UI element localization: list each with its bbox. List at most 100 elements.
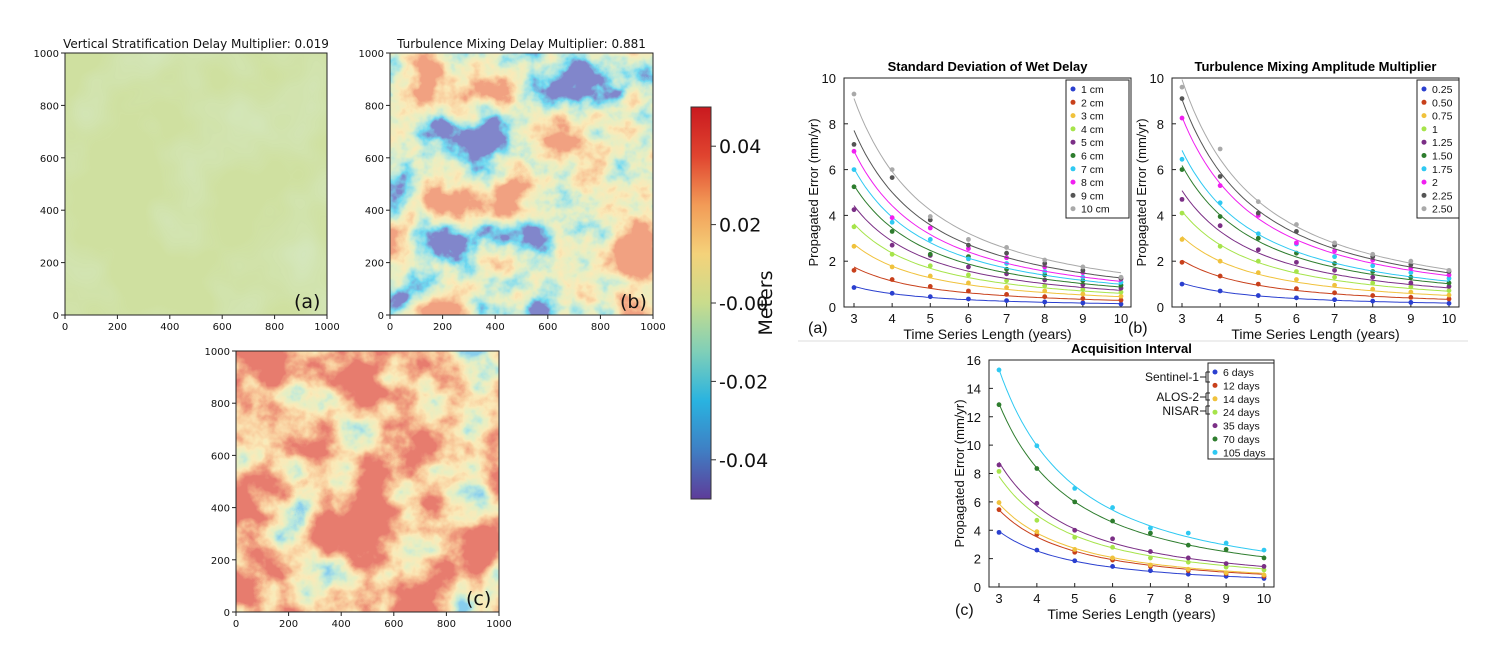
y-tick-label: 16 <box>967 353 981 368</box>
data-point <box>889 215 895 221</box>
data-point <box>851 207 857 213</box>
chart-panel: Turbulence Mixing Amplitude Multiplier 3 4… <box>1128 59 1460 342</box>
data-point <box>1294 222 1299 227</box>
data-point <box>1261 572 1267 578</box>
y-tick-label: 10 <box>1150 71 1164 86</box>
y-axis-label: Propagated Error (mm/yr) <box>1134 118 1149 266</box>
data-point <box>1148 562 1153 568</box>
x-tick-label: 3 <box>995 591 1002 606</box>
mission-bracket <box>1200 371 1210 383</box>
y-tick-label: 0 <box>974 580 981 595</box>
map-x-tick-label: 400 <box>160 322 179 333</box>
map-y-tick-label: 800 <box>40 101 59 112</box>
data-point <box>1179 167 1185 173</box>
legend-marker <box>1070 166 1076 172</box>
chart-panel: Standard Deviation of Wet Delay 3 4 5 6 7 8 9 10… <box>806 59 1132 342</box>
data-point <box>1034 443 1040 449</box>
data-point <box>966 246 971 252</box>
legend-box <box>1207 362 1275 460</box>
fit-curve <box>1181 79 1450 271</box>
colorbar: 0.04 0.02 -0.00 -0.02 -0.04 Meters <box>690 106 777 500</box>
legend-entry: 8 cm <box>1081 177 1104 189</box>
data-point <box>1217 174 1223 179</box>
data-point <box>1110 518 1115 524</box>
colorbar-tick-label: -0.04 <box>719 450 768 472</box>
data-point <box>851 243 857 249</box>
legend-marker <box>1070 179 1076 185</box>
data-point <box>1072 547 1078 552</box>
y-tick-label: 8 <box>974 467 981 482</box>
legend-marker <box>1070 192 1076 198</box>
data-point <box>1179 237 1185 242</box>
data-point <box>1148 555 1153 561</box>
legend-marker <box>1070 99 1076 105</box>
mission-label: Sentinel-1 <box>1145 370 1199 384</box>
data-point <box>1446 296 1452 302</box>
data-point <box>889 264 895 270</box>
map-y-tick-label: 600 <box>40 154 59 165</box>
legend-box <box>1065 79 1130 219</box>
legend-marker <box>1421 139 1427 145</box>
map-x-tick-label: 1000 <box>640 322 665 333</box>
map-x-tick-label: 800 <box>265 322 284 333</box>
data-point <box>1080 267 1086 273</box>
y-tick-label: 4 <box>829 208 836 223</box>
map-panel: (c) 0 200 400 600 800 1000 0 200 400 600 800 1000 <box>205 347 512 630</box>
y-tick-label: 2 <box>974 552 981 567</box>
data-point <box>1004 278 1009 284</box>
data-point <box>1332 267 1337 273</box>
data-point <box>1185 571 1191 577</box>
map-y-tick-label: 600 <box>211 451 230 462</box>
data-point <box>1294 295 1299 301</box>
data-point <box>927 217 933 223</box>
data-point <box>1148 530 1153 536</box>
data-point <box>1179 156 1185 162</box>
fit-curve <box>853 243 1122 298</box>
data-point <box>851 184 857 190</box>
legend-marker <box>1421 179 1427 185</box>
x-tick-label: 6 <box>1109 591 1116 606</box>
legend-marker <box>1212 449 1218 455</box>
data-point <box>1370 263 1376 269</box>
data-point <box>1110 555 1115 561</box>
legend-entry: 2.50 <box>1432 204 1453 216</box>
data-point <box>1255 210 1261 216</box>
data-point <box>1080 286 1086 292</box>
map-x-tick-label: 600 <box>384 619 403 630</box>
legend-entry: 1 cm <box>1081 84 1104 96</box>
data-point <box>1185 555 1191 561</box>
data-point <box>1370 251 1376 257</box>
fit-curve <box>853 98 1122 274</box>
legend-entry: 0.25 <box>1432 84 1453 96</box>
legend-marker <box>1421 126 1427 132</box>
x-tick-label: 6 <box>965 311 972 326</box>
data-point <box>927 263 933 269</box>
data-point <box>1223 547 1229 552</box>
data-point <box>1118 301 1124 307</box>
data-point <box>1255 199 1261 205</box>
map-y-tick-label: 1000 <box>34 49 59 60</box>
legend-marker <box>1421 86 1427 92</box>
data-point <box>889 229 895 234</box>
data-point <box>851 142 857 147</box>
data-point <box>1294 240 1299 246</box>
data-point <box>1446 267 1452 273</box>
map-frame <box>64 52 328 316</box>
fit-curve <box>853 205 1122 291</box>
data-point <box>1072 485 1078 491</box>
data-point <box>1179 96 1185 102</box>
legend-entry: 2 cm <box>1081 97 1104 109</box>
data-point <box>1217 183 1223 189</box>
data-point <box>966 296 971 302</box>
data-point <box>889 219 895 225</box>
data-point <box>1223 540 1229 546</box>
data-point <box>966 280 971 286</box>
data-point <box>1072 527 1078 533</box>
data-point <box>1255 235 1261 241</box>
map-x-tick-label: 400 <box>332 619 351 630</box>
fit-curve <box>853 168 1122 285</box>
map-x-tick-label: 600 <box>538 322 557 333</box>
delay-maps: Vertical Stratification Delay Multiplier… <box>34 37 666 630</box>
data-point <box>1294 259 1299 265</box>
